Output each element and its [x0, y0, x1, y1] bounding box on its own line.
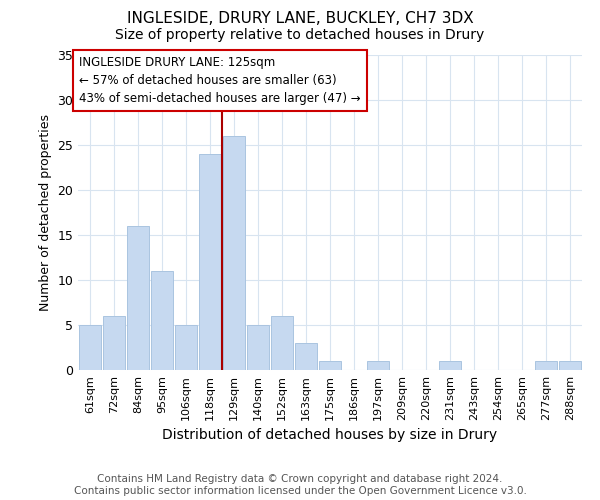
X-axis label: Distribution of detached houses by size in Drury: Distribution of detached houses by size … [163, 428, 497, 442]
Bar [295, 343, 317, 370]
Bar [103, 316, 125, 370]
Bar [199, 154, 221, 370]
Bar [559, 361, 581, 370]
Bar [79, 325, 101, 370]
Text: INGLESIDE DRURY LANE: 125sqm
← 57% of detached houses are smaller (63)
43% of se: INGLESIDE DRURY LANE: 125sqm ← 57% of de… [79, 56, 361, 104]
Bar [367, 361, 389, 370]
Bar [175, 325, 197, 370]
Bar [151, 271, 173, 370]
Y-axis label: Number of detached properties: Number of detached properties [39, 114, 52, 311]
Text: Size of property relative to detached houses in Drury: Size of property relative to detached ho… [115, 28, 485, 42]
Text: INGLESIDE, DRURY LANE, BUCKLEY, CH7 3DX: INGLESIDE, DRURY LANE, BUCKLEY, CH7 3DX [127, 11, 473, 26]
Bar [535, 361, 557, 370]
Bar [247, 325, 269, 370]
Text: Contains HM Land Registry data © Crown copyright and database right 2024.: Contains HM Land Registry data © Crown c… [97, 474, 503, 484]
Bar [319, 361, 341, 370]
Bar [271, 316, 293, 370]
Bar [127, 226, 149, 370]
Bar [223, 136, 245, 370]
Bar [439, 361, 461, 370]
Text: Contains public sector information licensed under the Open Government Licence v3: Contains public sector information licen… [74, 486, 526, 496]
